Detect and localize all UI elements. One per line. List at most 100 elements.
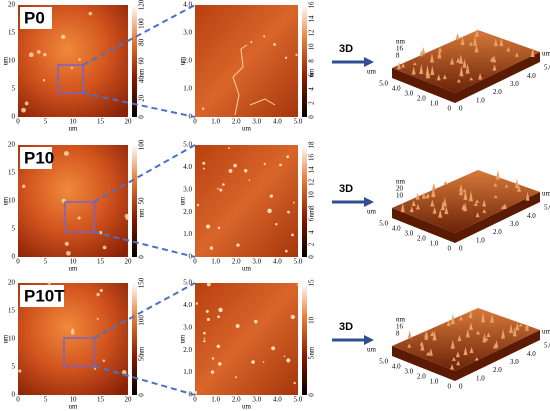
y-unit: um: [179, 334, 187, 344]
surface-top: [392, 170, 540, 233]
surface-peak: [412, 62, 417, 66]
surface-peak: [468, 41, 473, 46]
surface-peak: [438, 208, 443, 218]
particle: [211, 357, 215, 360]
width-tick-label: 2.0: [493, 88, 502, 96]
surface-spot: [66, 250, 71, 256]
particle: [284, 56, 288, 59]
zoom-region: [64, 201, 95, 233]
colorbar-tick: 8: [308, 59, 316, 63]
y-tick-label: 1.0: [183, 85, 192, 93]
sample-label: P0: [24, 8, 45, 27]
colorbar-tick: 6: [308, 217, 316, 221]
surface-peak: [415, 192, 420, 200]
surface-peak: [415, 203, 420, 210]
particle: [233, 163, 237, 168]
zoom-connector: [93, 365, 196, 396]
sample-label: P10: [24, 148, 54, 167]
colorbar-tick: 14: [308, 166, 316, 174]
particle: [218, 307, 223, 313]
depth-tick-label: 0: [448, 383, 452, 391]
y-tick-label: 2.0: [183, 208, 192, 216]
width-tick-label: 0: [459, 105, 463, 113]
depth-tick-label: 2.0: [417, 235, 426, 243]
x-tick-label: 5.0: [294, 258, 303, 266]
particle: [222, 183, 225, 186]
surface-peak: [501, 204, 506, 210]
x-tick-label: 1.0: [211, 258, 220, 266]
colorbar-tick: 12: [308, 178, 316, 186]
surface-peak: [478, 73, 483, 80]
surface-peak: [437, 49, 442, 59]
depth-tick-label: 0: [448, 105, 452, 113]
surface-peak: [525, 191, 530, 201]
x-tick-label: 0: [193, 118, 197, 126]
surface-peak: [493, 38, 498, 47]
surface-side: [392, 192, 540, 243]
particle: [273, 43, 276, 46]
surface-peak: [509, 324, 514, 334]
surface-peak: [429, 53, 434, 63]
y-tick-label: 1.0: [183, 368, 192, 376]
depth-unit: um: [367, 208, 377, 216]
particle: [251, 360, 255, 364]
surface-peak: [430, 331, 435, 337]
particle: [279, 163, 282, 167]
x-tick-label: 0: [16, 258, 20, 266]
x-unit: um: [242, 265, 252, 273]
colorbar-tick: 120: [138, 0, 146, 10]
y-tick-label: 15: [8, 169, 16, 177]
colorbar-unit: nm: [308, 208, 316, 218]
y-tick-label: 2.0: [183, 346, 192, 354]
particle: [263, 162, 266, 165]
surface-spot: [125, 217, 129, 221]
surface-peak: [455, 32, 460, 40]
surface-peak: [512, 326, 517, 337]
particle: [202, 107, 205, 110]
x-tick-label: 3.0: [252, 396, 261, 404]
surface-peak: [514, 52, 519, 57]
surface-peak: [444, 206, 449, 215]
surface-peak: [473, 202, 478, 206]
x-tick-label: 20: [125, 396, 133, 404]
y-tick-label: 10: [8, 57, 16, 65]
colorbar-tick: 2: [308, 101, 316, 105]
y-tick-label: 3.0: [183, 29, 192, 37]
zoom-connector: [82, 4, 196, 66]
label-box: [20, 285, 64, 307]
depth-tick-label: 4.0: [392, 363, 401, 371]
surface-peak: [428, 347, 433, 356]
colorbar-tick: 6: [308, 73, 316, 77]
y-tick-label: 1.0: [183, 230, 192, 238]
colorbar-tick: 5: [308, 355, 316, 359]
crack: [232, 44, 276, 116]
x-tick-label: 3.0: [252, 118, 261, 126]
depth-unit: um: [367, 346, 377, 354]
surface-peak: [459, 316, 464, 321]
surface-spot: [96, 292, 100, 297]
z-unit: nm: [396, 178, 406, 186]
colorbar-tick: 8: [308, 205, 316, 209]
colorbar-tick: 10: [308, 191, 316, 199]
colorbar-tick: 16: [308, 1, 316, 9]
surface-spot: [28, 52, 34, 58]
surface-spot: [47, 281, 51, 285]
surface-peak: [426, 351, 431, 356]
x-tick-label: 5.0: [294, 396, 303, 404]
surface-peak: [419, 50, 424, 57]
x-tick-label: 5: [44, 258, 48, 266]
width-tick-label: 0: [459, 383, 463, 391]
arrow-head: [364, 197, 374, 207]
particle: [269, 194, 274, 198]
surface-spot: [42, 79, 46, 82]
particle: [243, 169, 248, 173]
x-tick-label: 1.0: [211, 118, 220, 126]
particle: [217, 226, 221, 230]
colorbar-tick: 50: [138, 354, 146, 362]
surface-side: [392, 52, 540, 103]
x-tick-label: 0: [193, 258, 197, 266]
width-tick-label: 2.0: [493, 366, 502, 374]
afm-zoom-image: [195, 145, 298, 257]
x-tick-label: 5.0: [294, 118, 303, 126]
colorbar-tick: 10: [308, 43, 316, 51]
